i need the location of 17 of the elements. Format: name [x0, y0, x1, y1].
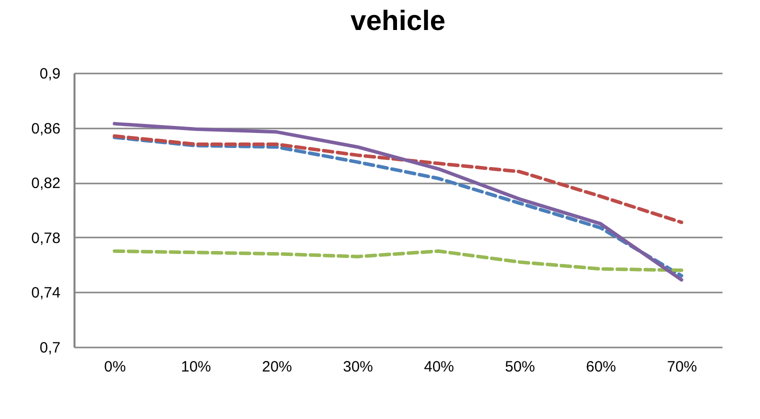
chart-title: vehicle	[350, 5, 446, 36]
x-tick-label: 60%	[586, 358, 616, 376]
x-tick-label: 0%	[104, 358, 126, 376]
x-tick-label: 70%	[666, 358, 698, 376]
y-tick-label: 0,9	[40, 66, 60, 82]
x-tick-label: 30%	[342, 358, 374, 376]
y-tick-label: 0,86	[31, 120, 60, 138]
y-tick-label: 0,82	[31, 175, 60, 192]
y-tick-label: 0,7	[40, 340, 60, 356]
line-series	[112, 249, 684, 272]
x-tick-label: 40%	[424, 358, 454, 376]
y-tick-label: 0,74	[31, 284, 60, 302]
y-tick-label: 0,78	[31, 230, 60, 247]
x-tick-label: 50%	[504, 358, 536, 376]
line-series	[112, 134, 684, 224]
x-tick-label: 20%	[262, 358, 292, 376]
x-tick-label: 10%	[180, 358, 212, 376]
